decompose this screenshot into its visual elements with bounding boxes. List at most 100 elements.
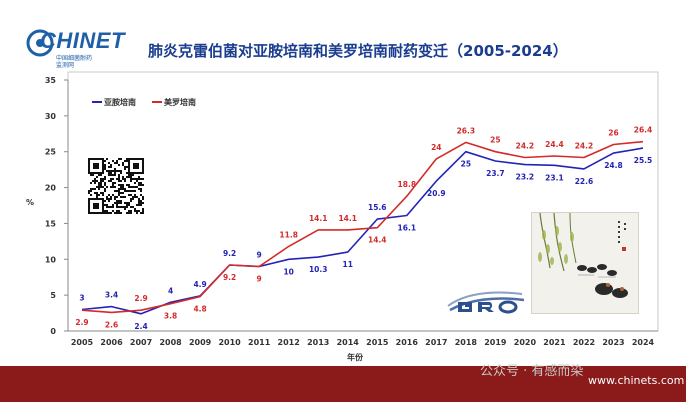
qr-module (132, 206, 134, 208)
qr-module (114, 182, 116, 184)
qr-module (90, 174, 92, 176)
qr-module (128, 194, 130, 196)
qr-module (104, 190, 106, 192)
data-label: 26.4 (634, 126, 653, 135)
qr-module (104, 176, 106, 178)
qr-module (100, 174, 102, 176)
qr-module (94, 178, 96, 180)
qr-module (140, 182, 142, 184)
qr-module (118, 174, 120, 176)
qr-module (110, 166, 112, 168)
qr-module (112, 174, 114, 176)
qr-module (116, 202, 118, 204)
qr-module (114, 198, 116, 200)
qr-module (130, 198, 132, 200)
qr-module (138, 198, 140, 200)
x-tick-label: 2005 (71, 338, 94, 347)
qr-module (130, 190, 132, 192)
qr-module (130, 180, 132, 182)
data-label: 14.1 (309, 214, 328, 223)
data-label: 11 (343, 260, 353, 269)
footer-url: www.chinets.com (588, 374, 685, 387)
qr-module (122, 188, 124, 190)
qr-module (102, 192, 104, 194)
qr-module (142, 178, 144, 180)
data-label: 22.6 (575, 177, 594, 186)
data-label: 4.9 (193, 280, 206, 289)
qr-module (140, 178, 142, 180)
y-tick-label: 15 (45, 219, 57, 228)
qr-module (130, 194, 132, 196)
qr-module (90, 182, 92, 184)
qr-module (138, 200, 140, 202)
logo-text: CHINET (40, 28, 125, 53)
data-label: 3.4 (105, 291, 118, 300)
data-label: 24.8 (604, 161, 623, 170)
qr-module (110, 212, 112, 214)
qr-module (120, 170, 122, 172)
qr-module (126, 204, 128, 206)
qr-module (126, 172, 128, 174)
qr-module (128, 174, 130, 176)
qr-module (124, 190, 126, 192)
qr-module (128, 202, 130, 204)
data-label: 10 (283, 267, 293, 276)
qr-module (112, 206, 114, 208)
y-tick-label: 5 (50, 291, 56, 300)
qr-module (132, 196, 134, 198)
y-tick-label: 20 (45, 184, 57, 193)
qr-module (136, 212, 138, 214)
qr-module (134, 208, 136, 210)
qr-finder-center (93, 163, 99, 169)
qr-module (140, 204, 142, 206)
qr-module (108, 174, 110, 176)
qr-module (92, 180, 94, 182)
qr-module (120, 212, 122, 214)
qr-module (138, 188, 140, 190)
qr-module (138, 176, 140, 178)
qr-module (120, 158, 122, 160)
qr-module (106, 198, 108, 200)
qr-module (122, 206, 124, 208)
qr-module (124, 208, 126, 210)
qr-module (122, 178, 124, 180)
qr-module (120, 180, 122, 182)
qr-module (134, 182, 136, 184)
qr-module (114, 196, 116, 198)
qr-module (104, 210, 106, 212)
qr-module (118, 192, 120, 194)
qr-module (138, 202, 140, 204)
qr-module (126, 190, 128, 192)
qr-module (112, 182, 114, 184)
qr-module (126, 206, 128, 208)
data-label: 24 (431, 143, 441, 152)
qr-module (128, 210, 130, 212)
qr-module (130, 206, 132, 208)
qr-module (98, 184, 100, 186)
qr-module (110, 174, 112, 176)
qr-module (116, 206, 118, 208)
data-label: 23.2 (516, 173, 535, 182)
data-label: 9.2 (223, 273, 236, 282)
qr-module (114, 162, 116, 164)
qr-module (90, 188, 92, 190)
qr-module (132, 174, 134, 176)
data-label: 9 (257, 274, 262, 283)
qr-module (136, 178, 138, 180)
data-label: 10.3 (309, 265, 328, 274)
qr-module (136, 180, 138, 182)
qr-module (96, 192, 98, 194)
qr-module (110, 170, 112, 172)
qr-module (132, 178, 134, 180)
qr-module (118, 178, 120, 180)
qr-module (142, 196, 144, 198)
qr-module (108, 194, 110, 196)
legend-label-0: 亚胺培南 (104, 97, 136, 107)
x-tick-label: 2024 (632, 338, 655, 347)
qr-module (140, 212, 142, 214)
qr-module (104, 166, 106, 168)
legend: 亚胺培南 美罗培南 (92, 97, 196, 107)
data-label: 26.3 (457, 126, 476, 135)
qr-module (116, 204, 118, 206)
qr-module (114, 174, 116, 176)
